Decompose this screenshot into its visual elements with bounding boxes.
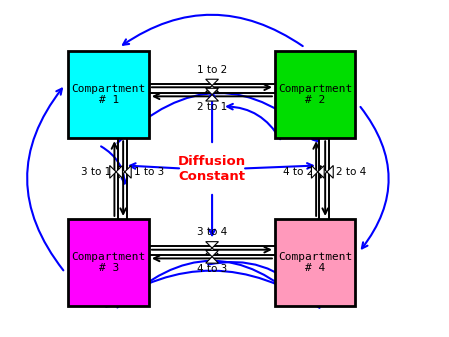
Text: 3 to 1: 3 to 1 (81, 167, 112, 177)
Polygon shape (327, 165, 333, 178)
Polygon shape (125, 165, 131, 178)
Polygon shape (321, 165, 327, 178)
FancyBboxPatch shape (68, 219, 149, 306)
Polygon shape (312, 165, 318, 178)
Text: Compartment
# 1: Compartment # 1 (71, 84, 146, 105)
Polygon shape (206, 79, 219, 86)
Polygon shape (119, 165, 125, 178)
FancyBboxPatch shape (68, 51, 149, 138)
Polygon shape (206, 248, 219, 254)
Polygon shape (318, 165, 324, 178)
Polygon shape (116, 165, 123, 178)
Text: Diffusion
Constant: Diffusion Constant (178, 154, 246, 183)
Polygon shape (206, 250, 219, 257)
Text: 4 to 2: 4 to 2 (283, 167, 313, 177)
Polygon shape (206, 257, 219, 263)
Text: 2 to 4: 2 to 4 (336, 167, 366, 177)
FancyBboxPatch shape (275, 219, 356, 306)
Text: 1 to 3: 1 to 3 (134, 167, 164, 177)
Text: 4 to 3: 4 to 3 (197, 264, 227, 274)
Text: Compartment
# 2: Compartment # 2 (278, 84, 352, 105)
Polygon shape (206, 242, 219, 248)
Text: 2 to 1: 2 to 1 (197, 102, 227, 112)
FancyBboxPatch shape (275, 51, 356, 138)
Polygon shape (206, 86, 219, 92)
Text: 3 to 4: 3 to 4 (197, 227, 227, 237)
Text: 1 to 2: 1 to 2 (197, 64, 227, 74)
Polygon shape (206, 88, 219, 95)
Text: Compartment
# 3: Compartment # 3 (71, 252, 146, 273)
Text: Compartment
# 4: Compartment # 4 (278, 252, 352, 273)
Polygon shape (110, 165, 116, 178)
Polygon shape (206, 95, 219, 101)
